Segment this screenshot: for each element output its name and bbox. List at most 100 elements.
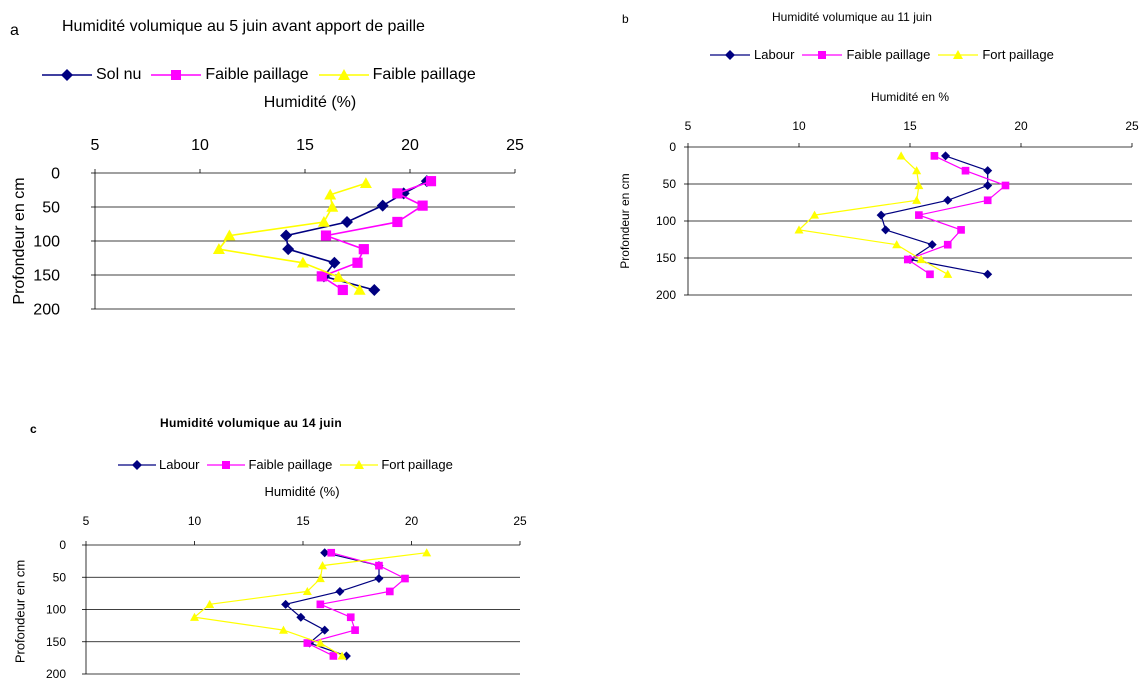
y-tick-label: 0 [669, 140, 676, 154]
data-point [1001, 181, 1010, 190]
data-point [320, 230, 332, 241]
data-point [190, 612, 199, 621]
legend-label: Labour [159, 457, 200, 472]
x-tick-label: 20 [1014, 119, 1028, 133]
y-tick-label: 150 [656, 251, 676, 265]
data-point [896, 151, 906, 160]
data-point [943, 269, 953, 278]
data-point [374, 574, 384, 584]
data-point [912, 166, 922, 175]
legend-item-faible-paillage: Faible paillage [151, 66, 318, 84]
plot-area: 5 10 15 20 25 0 50 100 150 200 [33, 137, 524, 319]
chart-panel-c: c Humidité volumique au 14 juin Labour F… [0, 400, 560, 679]
data-point [315, 638, 325, 647]
x-axis-label: Humidité en % [870, 90, 950, 104]
y-tick-label: 100 [33, 234, 60, 251]
x-tick-label: 5 [83, 514, 90, 528]
x-axis-label: Humidité (%) [263, 94, 357, 111]
chart-panel-a: a Humidité volumique au 5 juin avant app… [0, 0, 560, 340]
data-point [341, 215, 353, 228]
chart-panel-b: b Humidité volumique au 11 juin Labour F… [610, 0, 1142, 330]
legend-item-labour: Labour [118, 457, 207, 472]
data-point [392, 216, 403, 228]
data-point [927, 240, 937, 250]
data-point [358, 244, 369, 255]
y-tick-label: 0 [59, 538, 66, 552]
x-tick-label: 5 [91, 137, 100, 154]
series-line-3 [797, 155, 948, 275]
data-point [881, 225, 891, 235]
y-tick-label: 0 [51, 166, 60, 183]
data-point [332, 271, 345, 282]
data-point [327, 548, 336, 557]
x-tick-label: 25 [513, 514, 527, 528]
data-point [915, 211, 923, 219]
panel-label: a [10, 22, 19, 39]
y-tick-label: 200 [656, 288, 676, 302]
legend-label: Fort paillage [982, 47, 1054, 62]
y-tick-label: 150 [46, 635, 66, 649]
x-axis-label: Humidité (%) [264, 484, 340, 499]
data-point [316, 600, 325, 609]
x-tick-label: 10 [188, 514, 202, 528]
series-line-3 [217, 182, 367, 291]
legend-label: Faible paillage [372, 66, 476, 83]
data-point [315, 574, 325, 583]
data-point [926, 270, 934, 279]
legend-swatch [42, 69, 92, 81]
data-point [303, 639, 312, 647]
y-tick-label: 50 [53, 570, 67, 584]
legend-item-sol-nu: Sol nu [42, 66, 151, 84]
data-point [892, 240, 902, 249]
data-point [983, 166, 993, 176]
legend-swatch [318, 69, 369, 80]
chart-legend: Labour Faible paillage Fort paillage [118, 457, 453, 472]
data-point [296, 256, 309, 268]
data-point [941, 151, 951, 161]
plot-area: 5 10 15 20 25 0 50 100 150 200 [656, 119, 1139, 302]
data-point [425, 176, 437, 187]
x-tick-label: 25 [1125, 119, 1139, 133]
data-point [943, 240, 952, 249]
data-point [316, 271, 327, 282]
data-point [912, 195, 922, 204]
data-point [401, 574, 409, 583]
x-tick-label: 20 [401, 137, 419, 154]
data-point [914, 180, 924, 190]
x-tick-label: 20 [405, 514, 419, 528]
data-point [352, 257, 363, 268]
x-tick-label: 5 [685, 119, 692, 133]
x-tick-label: 15 [903, 119, 917, 133]
legend-swatch [938, 49, 979, 59]
legend-swatch [118, 459, 156, 470]
data-point [205, 599, 215, 608]
data-point [876, 210, 886, 220]
data-point [916, 254, 926, 264]
chart-legend: Sol nu Faible paillage Faible paillage [42, 66, 476, 84]
data-point [337, 651, 347, 660]
data-point [317, 215, 330, 227]
chart-title: Humidité volumique au 11 juin [772, 10, 932, 24]
data-point [337, 284, 348, 296]
data-point [320, 625, 330, 635]
chart-title: Humidité volumique au 5 juin avant appor… [62, 18, 425, 35]
y-tick-label: 50 [663, 177, 677, 191]
data-point [335, 586, 345, 596]
data-point [422, 548, 432, 557]
plot-area: 5 10 15 20 25 0 50 100 150 200 [46, 514, 527, 679]
x-tick-label: 10 [792, 119, 806, 133]
legend-label: Sol nu [96, 66, 142, 83]
data-point [810, 210, 820, 219]
data-point [385, 587, 394, 596]
legend-item-faible-paillage: Faible paillage [802, 47, 938, 62]
data-point [903, 255, 912, 264]
legend-swatch [151, 70, 202, 80]
legend-swatch [710, 49, 750, 60]
data-point [278, 625, 288, 634]
y-tick-label: 100 [656, 214, 676, 228]
data-point [961, 166, 970, 175]
y-tick-label: 150 [33, 268, 60, 285]
data-point [351, 626, 359, 634]
data-point [930, 152, 939, 160]
legend-swatch [340, 459, 379, 469]
